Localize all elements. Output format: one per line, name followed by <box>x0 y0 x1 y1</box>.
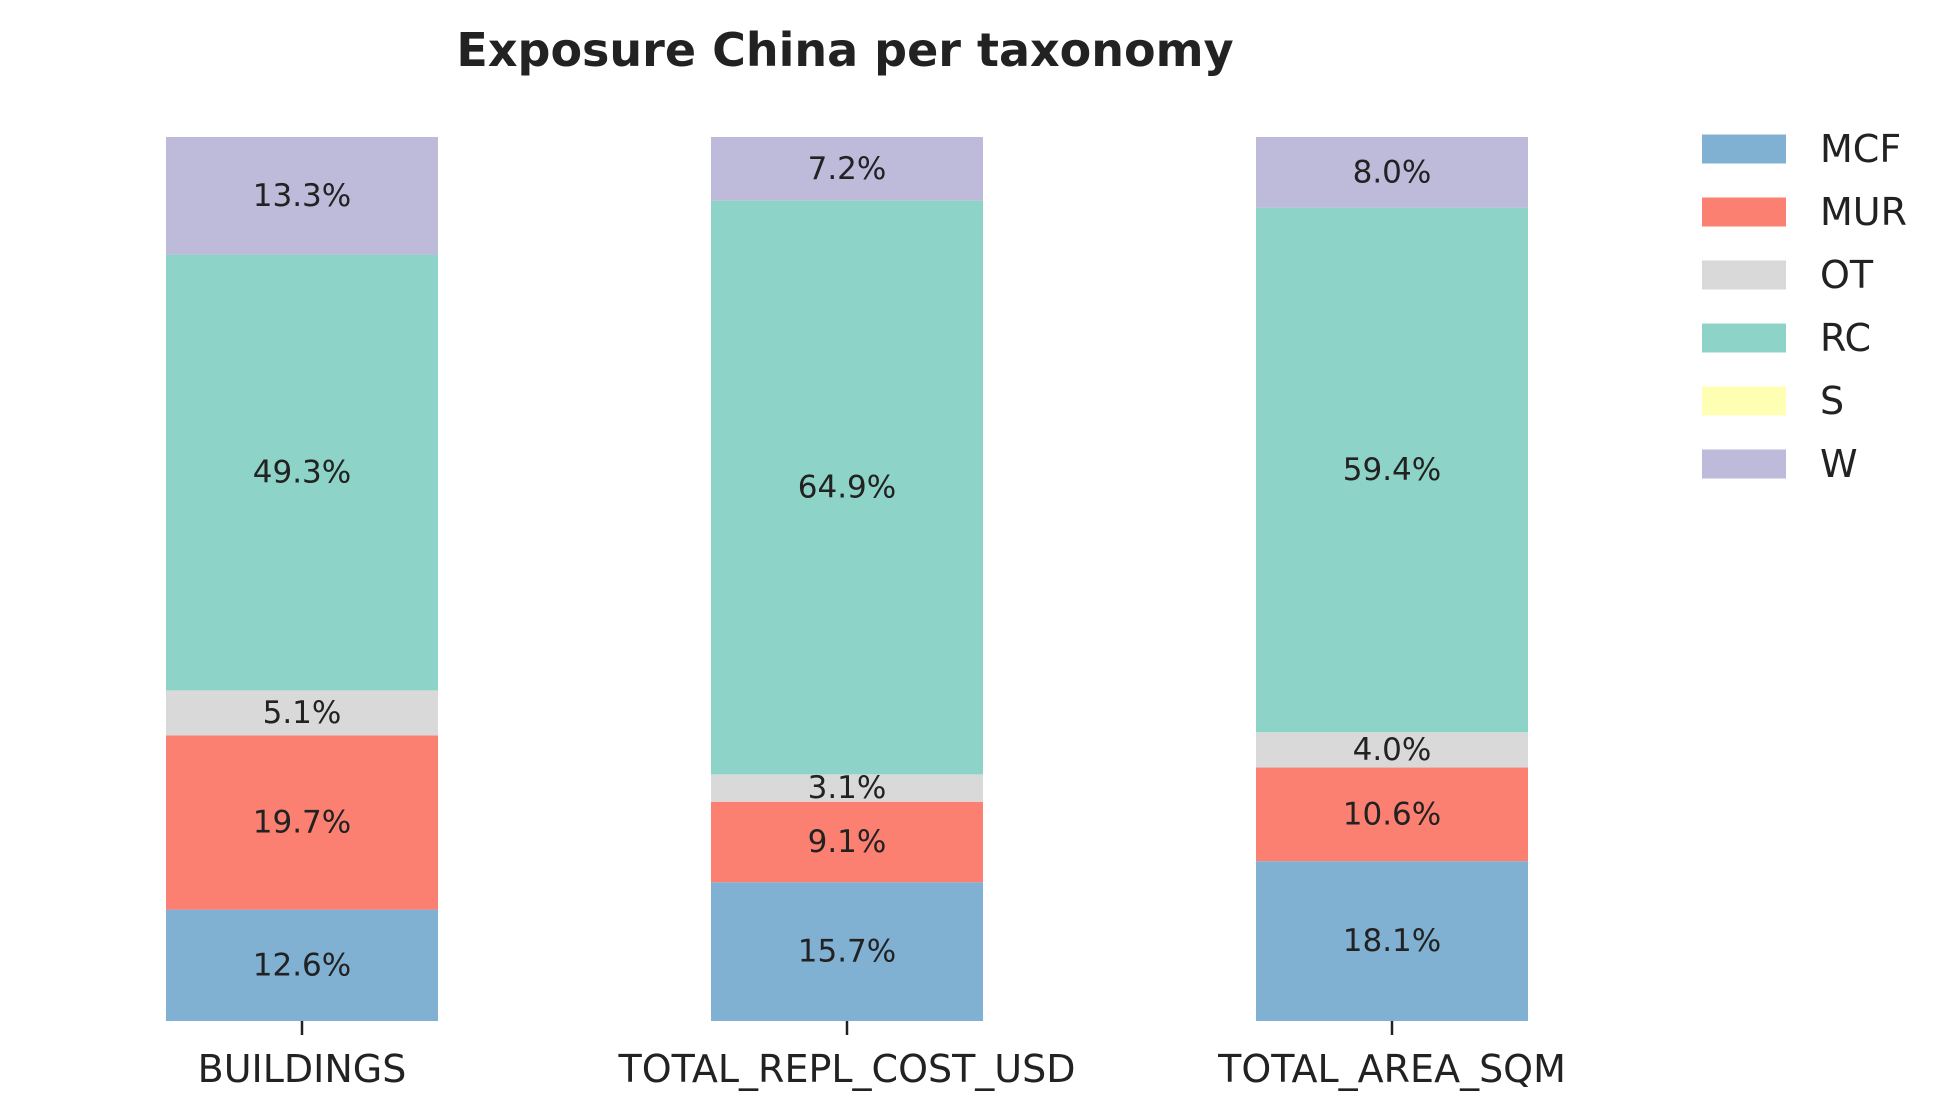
bar-segment-mur-buildings <box>166 735 438 910</box>
legend-swatch-ot <box>1702 260 1786 290</box>
legend-label-ot: OT <box>1820 253 1874 297</box>
data-label: 8.0% <box>1353 154 1432 190</box>
legend-swatch-w <box>1702 449 1786 479</box>
legend-swatch-mur <box>1702 197 1786 227</box>
x-tick-label: TOTAL_AREA_SQM <box>1217 1047 1566 1091</box>
data-label: 49.3% <box>253 454 351 490</box>
x-tick-label: BUILDINGS <box>198 1047 407 1091</box>
bar-segment-mcf-total_repl_cost_usd <box>711 882 983 1021</box>
data-label: 3.1% <box>808 770 887 806</box>
data-label: 18.1% <box>1343 923 1441 959</box>
bar-segment-ot-total_repl_cost_usd <box>711 774 983 802</box>
data-label: 19.7% <box>253 805 351 841</box>
bar-segment-w-total_repl_cost_usd <box>711 137 983 201</box>
bar-segment-ot-buildings <box>166 690 438 736</box>
legend-swatch-mcf <box>1702 134 1786 164</box>
bar-segment-mcf-buildings <box>166 909 438 1021</box>
data-label: 9.1% <box>808 824 887 860</box>
bar-segment-w-buildings <box>166 137 438 255</box>
bar-segment-rc-total_area_sqm <box>1256 207 1528 733</box>
bar-segment-rc-buildings <box>166 254 438 691</box>
bar-segment-w-total_area_sqm <box>1256 137 1528 208</box>
x-tick-label: TOTAL_REPL_COST_USD <box>617 1047 1075 1091</box>
legend-swatch-s <box>1702 386 1786 416</box>
data-label: 64.9% <box>798 470 896 506</box>
bar-segment-mcf-total_area_sqm <box>1256 861 1528 1021</box>
chart-title: Exposure China per taxonomy <box>456 23 1233 77</box>
bars-group: 12.6% 19.7% 5.1% 49.3% 13.3% 15.7% 9.1% 3.1% 64.… <box>166 137 1528 1021</box>
bar-segment-mur-total_repl_cost_usd <box>711 801 983 883</box>
data-label: 13.3% <box>253 178 351 214</box>
legend-label-rc: RC <box>1820 316 1871 360</box>
data-label: 12.6% <box>253 947 351 983</box>
data-label: 5.1% <box>263 695 342 731</box>
data-label: 7.2% <box>808 151 887 187</box>
bar-segment-rc-total_repl_cost_usd <box>711 200 983 775</box>
legend: MCF MUR OT RC SW <box>1702 127 1907 486</box>
data-label: 15.7% <box>798 934 896 970</box>
legend-label-mcf: MCF <box>1820 127 1901 171</box>
data-label: 10.6% <box>1343 796 1441 832</box>
legend-label-mur: MUR <box>1820 190 1907 234</box>
bar-segment-ot-total_area_sqm <box>1256 732 1528 768</box>
data-label: 4.0% <box>1353 732 1432 768</box>
bar-segment-mur-total_area_sqm <box>1256 767 1528 862</box>
data-label: 59.4% <box>1343 452 1441 488</box>
legend-swatch-rc <box>1702 323 1786 353</box>
legend-label-w: W <box>1820 442 1858 486</box>
legend-label-s: S <box>1820 379 1844 423</box>
x-axis: BUILDINGS TOTAL_REPL_COST_USD TOTAL_AREA_S… <box>198 1021 1566 1091</box>
